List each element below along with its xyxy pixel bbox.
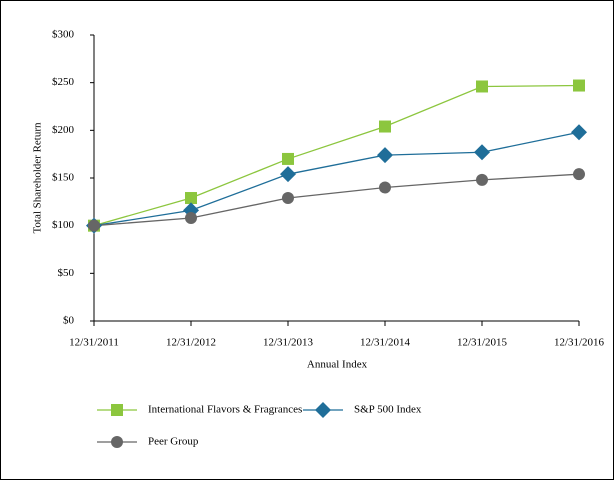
legend-marker: [111, 404, 123, 416]
data-point: [377, 147, 393, 164]
data-point: [476, 80, 488, 93]
y-tick-label: $100: [52, 219, 75, 231]
legend-label: S&P 500 Index: [354, 404, 422, 416]
data-point: [282, 192, 294, 205]
y-tick-label: $150: [52, 172, 75, 184]
data-point: [185, 192, 197, 205]
data-point: [379, 181, 391, 194]
y-tick-label: $200: [52, 124, 75, 136]
data-point: [379, 120, 391, 133]
y-tick-label: $0: [63, 315, 75, 327]
x-tick-label: 12/31/2013: [263, 337, 314, 349]
legend-label: Peer Group: [148, 436, 199, 448]
legend-label: International Flavors & Fragrances: [148, 404, 302, 416]
data-point: [282, 152, 294, 165]
y-tick-label: $250: [52, 76, 75, 88]
x-tick-label: 12/31/2011: [69, 337, 119, 349]
data-point: [88, 219, 100, 232]
x-axis-title: Annual Index: [307, 359, 368, 371]
data-point: [573, 79, 585, 92]
y-axis-title: Total Shareholder Return: [32, 122, 44, 234]
x-tick-label: 12/31/2012: [166, 337, 216, 349]
series-line: [93, 131, 580, 227]
legend-marker: [111, 436, 123, 448]
data-point: [476, 173, 488, 186]
series-line: [93, 173, 580, 227]
y-tick-label: $50: [58, 267, 75, 279]
legend-marker: [315, 402, 331, 418]
data-point: [573, 168, 585, 181]
data-point: [571, 124, 587, 141]
data-point: [474, 144, 490, 161]
data-point: [280, 166, 296, 183]
x-tick-label: 12/31/2015: [457, 337, 508, 349]
x-tick-label: 12/31/2016: [554, 337, 605, 349]
series-line: [93, 84, 580, 227]
x-tick-label: 12/31/2014: [360, 337, 411, 349]
y-tick-label: $300: [52, 29, 75, 41]
data-point: [185, 212, 197, 225]
